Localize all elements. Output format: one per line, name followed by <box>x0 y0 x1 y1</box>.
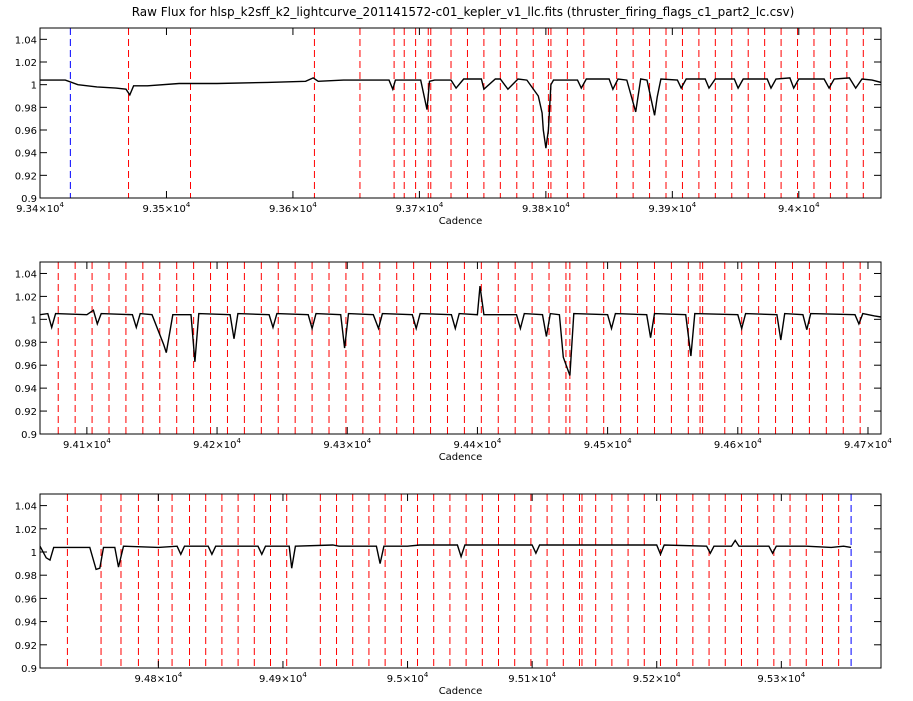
y-tick-label: 1 <box>31 81 37 92</box>
x-tick-label: 9.34×104 <box>16 201 64 215</box>
figure-title: Raw Flux for hlsp_k2sff_k2_lightcurve_20… <box>132 5 795 19</box>
y-tick-label: 1.02 <box>15 58 37 69</box>
x-tick-label: 9.44×104 <box>454 437 502 451</box>
plot-frame <box>39 493 882 669</box>
x-tick-label: 9.53×104 <box>757 671 805 685</box>
x-tick-label: 9.46×104 <box>714 437 762 451</box>
x-tick-label: 9.52×104 <box>633 671 681 685</box>
y-tick-label: 0.94 <box>15 149 37 160</box>
y-tick-label: 1.04 <box>15 35 37 46</box>
y-tick-label: 0.92 <box>15 407 37 418</box>
x-tick-label: 9.43×104 <box>323 437 371 451</box>
flux-series-line <box>40 539 852 571</box>
y-tick-label: 0.92 <box>15 641 37 652</box>
x-tick-label: 9.37×104 <box>395 201 443 215</box>
flux-series-line <box>40 77 881 149</box>
x-axis-label: Cadence <box>439 216 483 227</box>
y-tick-label: 1 <box>31 315 37 326</box>
panel-3: 0.9 0.92 0.94 0.96 0.98 1 1.02 1.04 9.48×104 9.49… <box>15 493 882 697</box>
x-tick-label: 9.36×104 <box>269 201 317 215</box>
y-tick-label: 0.96 <box>15 594 37 605</box>
y-tick-label: 0.94 <box>15 384 37 395</box>
x-tick-label: 9.4×104 <box>778 201 820 215</box>
y-tick-label: 1.04 <box>15 269 37 280</box>
x-axis-label: Cadence <box>439 452 483 463</box>
x-tick-label: 9.48×104 <box>134 671 182 685</box>
panel-2: 0.9 0.92 0.94 0.96 0.98 1 1.02 1.04 9.41×104 9.42… <box>15 261 892 463</box>
y-tick-label: 1.02 <box>15 292 37 303</box>
panel-1: 0.9 0.92 0.94 0.96 0.98 1 1.02 1.04 9.34×104 9.35… <box>15 27 882 227</box>
y-tick-label: 0.96 <box>15 126 37 137</box>
x-tick-label: 9.51×104 <box>508 671 556 685</box>
y-tick-label: 0.94 <box>15 618 37 629</box>
x-tick-label: 9.5×104 <box>387 671 429 685</box>
x-tick-label: 9.38×104 <box>522 201 570 215</box>
y-tick-label: 0.96 <box>15 361 37 372</box>
y-tick-label: 1.02 <box>15 525 37 536</box>
x-tick-label: 9.47×104 <box>844 437 892 451</box>
y-tick-label: 0.92 <box>15 171 37 182</box>
y-tick-label: 1 <box>31 548 37 559</box>
plot-frame <box>39 261 882 435</box>
x-tick-label: 9.45×104 <box>584 437 632 451</box>
flux-series-line <box>40 286 881 376</box>
y-tick-label: 0.98 <box>15 103 37 114</box>
y-tick-label: 0.9 <box>21 194 37 205</box>
y-tick-label: 0.9 <box>21 430 37 441</box>
y-tick-label: 0.98 <box>15 571 37 582</box>
x-axis-label: Cadence <box>439 686 483 697</box>
x-tick-label: 9.39×104 <box>648 201 696 215</box>
x-tick-label: 9.35×104 <box>143 201 191 215</box>
x-tick-label: 9.41×104 <box>63 437 111 451</box>
y-tick-label: 0.9 <box>21 664 37 675</box>
x-tick-label: 9.49×104 <box>259 671 307 685</box>
x-tick-label: 9.42×104 <box>193 437 241 451</box>
plot-frame <box>39 27 882 199</box>
y-tick-label: 0.98 <box>15 338 37 349</box>
y-tick-label: 1.04 <box>15 502 37 513</box>
